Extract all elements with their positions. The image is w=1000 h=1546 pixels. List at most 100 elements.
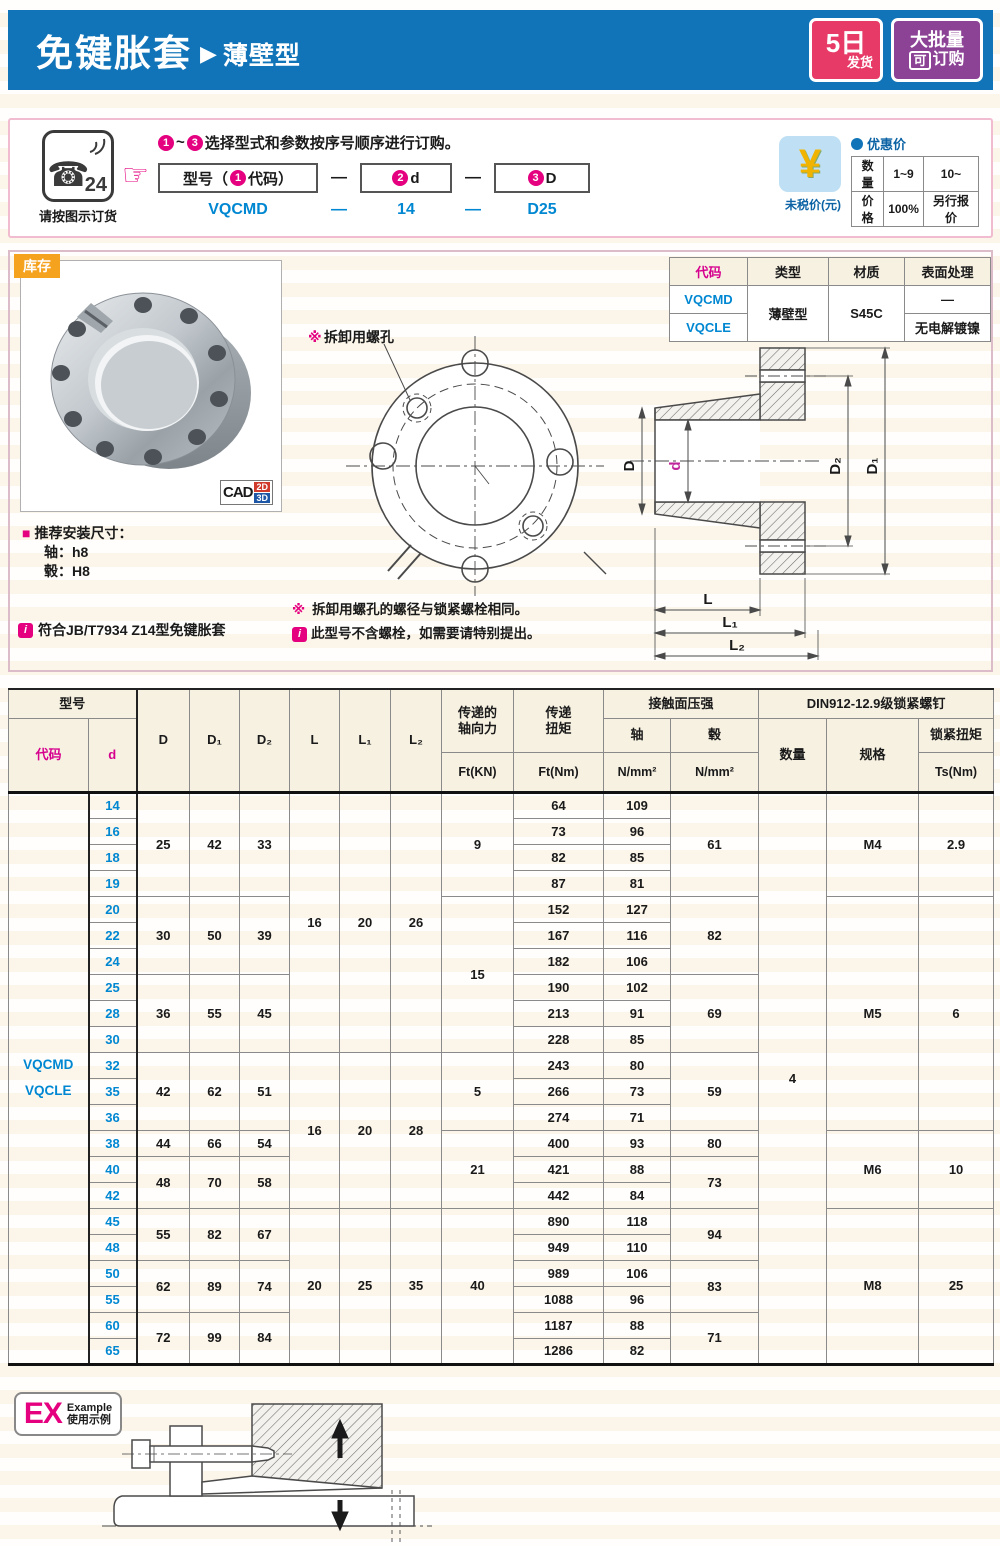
data-cell: 1088: [513, 1285, 605, 1313]
box2-post: d: [410, 169, 420, 187]
page-subtitle: 薄壁型: [222, 42, 301, 70]
data-cell: 42: [87, 1181, 138, 1209]
bulk-rest: 订购: [932, 51, 965, 68]
box3-circle: 3: [527, 170, 544, 186]
example-D: D25: [527, 201, 557, 218]
data-cell: 109: [603, 791, 672, 819]
data-cell: 35: [87, 1077, 138, 1105]
box2-circle: 2: [392, 170, 409, 186]
data-cell: 39: [239, 895, 291, 975]
header-cell: D₂: [239, 688, 291, 793]
spec-code-vqcmd: VQCMD: [669, 285, 748, 314]
yen-glyph: ¥: [798, 141, 822, 186]
data-cell: 71: [603, 1103, 672, 1131]
spec-header-surface: 表面处理: [904, 257, 991, 286]
data-cell: 84: [603, 1181, 672, 1209]
note-line-1: ※ 拆卸用螺孔的螺径与锁紧螺栓相同。: [292, 598, 541, 622]
data-cell: 106: [603, 1259, 672, 1287]
data-cell: 33: [239, 791, 291, 897]
example-dash: —: [331, 201, 347, 218]
standard-note: i 符合JB/T7934 Z14型免键胀套: [18, 620, 226, 640]
title-arrow-icon: ▶: [200, 41, 217, 66]
model-code-box: 型号（ 1 代码）: [158, 163, 318, 193]
data-cell: 82: [670, 895, 760, 975]
install-hub: 毂：H8: [44, 563, 90, 579]
header-cell: 毂: [670, 717, 760, 753]
example-en-label: Example: [66, 1401, 113, 1414]
data-cell: 152: [513, 895, 605, 923]
data-cell: 20: [339, 791, 392, 1053]
data-cell: 30: [136, 895, 191, 975]
data-cell: 82: [513, 843, 605, 871]
box1-circle: 1: [230, 170, 246, 186]
data-cell: 38: [87, 1129, 138, 1157]
data-cell: 25: [918, 1207, 995, 1365]
data-cell: 228: [513, 1025, 605, 1053]
data-cell: 16: [289, 1051, 341, 1209]
qty-label: 数量: [850, 156, 885, 192]
dim-L2: L₂: [729, 637, 745, 654]
data-cell: 88: [603, 1311, 672, 1339]
cad-2d-tag: 2D: [254, 482, 270, 492]
data-cell: 25: [136, 791, 191, 897]
main-data-table: 型号 D D₁ D₂ L L₁ L₂ 传递的 轴向力 传递 扭矩 接触面压强 DIN912-12.9…: [7, 688, 995, 1366]
data-cell: 9: [441, 791, 515, 897]
qty-range-2: 10~: [922, 156, 980, 192]
qty-range-1: 1~9: [883, 156, 924, 192]
data-cell: 85: [603, 1025, 672, 1053]
main-table-head: 型号 D D₁ D₂ L L₁ L₂ 传递的 轴向力 传递 扭矩 接触面压强 DIN912-12.9…: [7, 688, 995, 793]
spec-code-vqcle: VQCLE: [669, 313, 748, 342]
data-cell: 118: [603, 1207, 672, 1235]
header-cell: L₁: [339, 688, 392, 793]
header-cell: L₂: [390, 688, 443, 793]
header-cell: Ft(Nm): [513, 751, 605, 793]
spec-surface-2: 无电解镀镍: [904, 313, 991, 342]
data-cell: 106: [603, 947, 672, 975]
front-view-svg: ※ 拆卸用螺孔: [308, 329, 607, 596]
magenta-square-icon: ■: [22, 525, 31, 541]
data-cell: VQCMD VQCLE: [8, 791, 90, 1365]
data-cell: 48: [136, 1155, 191, 1209]
data-cell: 59: [670, 1051, 760, 1131]
data-cell: 213: [513, 999, 605, 1027]
data-cell: 442: [513, 1181, 605, 1209]
front-label-text: 拆卸用螺孔: [324, 329, 394, 345]
dim-d: d: [667, 461, 684, 470]
header-cell: D₁: [189, 688, 241, 793]
asterisk-mark: ※: [292, 602, 306, 617]
info-icon: i: [292, 626, 307, 642]
data-cell: 64: [513, 791, 605, 819]
data-cell: 22: [87, 921, 138, 949]
data-cell: 19: [87, 869, 138, 897]
usage-example-svg: [102, 1403, 432, 1546]
data-cell: 60: [87, 1311, 138, 1339]
data-cell: 16: [87, 817, 138, 845]
data-cell: 2.9: [918, 791, 995, 897]
install-shaft: 轴：h8: [44, 544, 89, 560]
data-cell: 71: [670, 1311, 760, 1365]
data-cell: 51: [239, 1051, 291, 1131]
order-example-row: VQCMD — 14 — D25: [158, 201, 590, 219]
data-cell: 54: [239, 1129, 291, 1157]
data-cell: 66: [189, 1129, 241, 1157]
data-cell: 21: [441, 1129, 515, 1209]
data-cell: 89: [189, 1259, 241, 1313]
box1-pre: 型号（: [182, 170, 228, 188]
dash-separator: —: [331, 169, 347, 186]
data-cell: 24: [87, 947, 138, 975]
yen-icon: ¥: [779, 136, 841, 192]
dim-D2: D₂: [827, 457, 844, 475]
phone-icon: ☎: [47, 156, 90, 194]
dim-D: D: [621, 460, 638, 471]
data-cell: 32: [87, 1051, 138, 1079]
signal-waves-icon: [89, 138, 106, 155]
data-cell: 1286: [513, 1337, 605, 1365]
example-cn-label: 使用示例: [66, 1413, 111, 1426]
phone-order-label: 请按图示订货: [38, 209, 117, 224]
spec-surface-1: —: [904, 285, 991, 314]
product-photo: [50, 292, 251, 469]
data-cell: 73: [513, 817, 605, 845]
